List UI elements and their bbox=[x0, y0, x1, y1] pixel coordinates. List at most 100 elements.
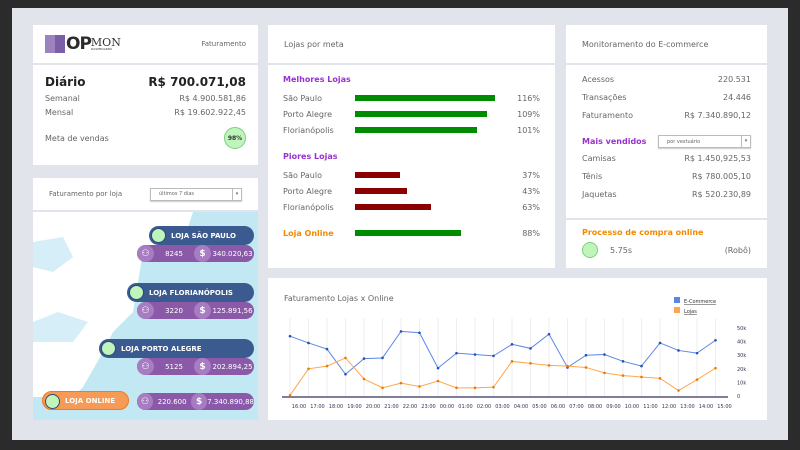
data-point bbox=[566, 364, 569, 368]
faturamento-por-loja-panel: Faturamento por loja últimos 7 dias ▾ LOJ… bbox=[33, 178, 258, 420]
mensal-value: R$ 19.602.922,45 bbox=[174, 108, 246, 117]
faturamento-panel: OP MON DASHBOARDS Faturamento Diário R$ 70… bbox=[33, 25, 258, 165]
store-marker[interactable]: LOJA FLORIANÓPOLIS ⚇ 3220 $125.891,56 bbox=[33, 283, 254, 319]
legend-label[interactable]: Lojas bbox=[684, 309, 697, 315]
dollar-icon: $ bbox=[194, 302, 211, 319]
panel-title: Faturamento por loja bbox=[49, 190, 123, 198]
data-point bbox=[584, 366, 588, 369]
goal-bar bbox=[355, 95, 495, 101]
status-dot bbox=[129, 285, 144, 300]
status-dot bbox=[101, 341, 116, 356]
x-tick-label: 19:00 bbox=[347, 404, 361, 410]
legend-swatch[interactable] bbox=[674, 297, 680, 303]
data-point bbox=[640, 364, 643, 368]
data-point bbox=[436, 366, 440, 370]
data-point bbox=[658, 377, 662, 380]
store-stats: ⚇ 3220 $125.891,56 bbox=[137, 302, 254, 319]
x-tick-label: 13:00 bbox=[680, 404, 694, 410]
x-tick-label: 05:00 bbox=[532, 404, 546, 410]
category-select[interactable]: por vestuário ▾ bbox=[658, 135, 751, 148]
data-point bbox=[436, 379, 440, 383]
status-indicator bbox=[582, 242, 598, 258]
x-tick-label: 07:00 bbox=[569, 404, 583, 410]
store-marker[interactable]: LOJA ONLINE ⚇ 220.600 $7.340.890,88 bbox=[33, 390, 254, 420]
x-tick-label: 00:00 bbox=[440, 404, 454, 410]
chart-panel: Faturamento Lojas x Online 16:00 17:00 18:… bbox=[268, 278, 767, 420]
series-line bbox=[289, 330, 716, 375]
x-tick-label: 02:00 bbox=[477, 404, 491, 410]
data-point bbox=[362, 357, 366, 360]
data-point bbox=[455, 386, 458, 390]
x-tick-label: 23:00 bbox=[421, 404, 435, 410]
people-icon: ⚇ bbox=[137, 245, 154, 262]
diario-value: R$ 700.071,08 bbox=[148, 75, 246, 89]
panel-title: Faturamento bbox=[201, 40, 246, 48]
y-tick-label: 10k bbox=[737, 380, 746, 386]
x-tick-label: 11:00 bbox=[643, 404, 657, 410]
data-point bbox=[455, 351, 458, 355]
data-point bbox=[307, 367, 310, 371]
ecommerce-stat: Transações 24.446 bbox=[582, 93, 751, 102]
x-tick-label: 04:00 bbox=[514, 404, 528, 410]
x-tick-label: 14:00 bbox=[699, 404, 713, 410]
data-point bbox=[418, 331, 421, 335]
goal-bar bbox=[355, 188, 407, 194]
meta-label: Meta de vendas bbox=[45, 133, 109, 143]
data-point bbox=[714, 366, 717, 370]
goal-row: Florianópolis 63% bbox=[283, 202, 540, 212]
x-tick-label: 06:00 bbox=[551, 404, 565, 410]
x-tick-label: 18:00 bbox=[329, 404, 343, 410]
x-tick-label: 09:00 bbox=[606, 404, 620, 410]
goal-row: Porto Alegre 109% bbox=[283, 109, 540, 119]
x-tick-label: 16:00 bbox=[292, 404, 306, 410]
lojas-por-meta-panel: Lojas por meta Melhores Lojas São Paulo 1… bbox=[268, 25, 555, 268]
data-point bbox=[529, 347, 532, 350]
diario-label: Diário bbox=[45, 75, 86, 89]
data-point bbox=[658, 341, 662, 345]
best-title: Melhores Lojas bbox=[283, 75, 351, 84]
goal-row: Florianópolis 101% bbox=[283, 125, 540, 135]
data-point bbox=[399, 330, 403, 333]
ecommerce-stat: Faturamento R$ 7.340.890,12 bbox=[582, 111, 751, 120]
x-tick-label: 20:00 bbox=[366, 404, 380, 410]
goal-bar bbox=[355, 230, 462, 236]
period-select[interactable]: últimos 7 dias ▾ bbox=[150, 187, 242, 201]
dashboard: OP MON DASHBOARDS Faturamento Diário R$ 70… bbox=[12, 8, 788, 440]
data-point bbox=[473, 353, 477, 356]
data-point bbox=[547, 364, 551, 367]
worst-title: Piores Lojas bbox=[283, 152, 338, 161]
people-icon: ⚇ bbox=[137, 358, 154, 375]
data-point bbox=[288, 394, 292, 397]
data-point bbox=[381, 356, 384, 360]
store-name-pill: LOJA SÃO PAULO bbox=[149, 226, 254, 245]
y-tick-label: 40k bbox=[737, 340, 746, 346]
ecommerce-panel: Monitoramento do E-commerce Acessos 220.5… bbox=[566, 25, 767, 268]
store-marker[interactable]: LOJA SÃO PAULO ⚇ 8245 $340.020,63 bbox=[33, 226, 254, 262]
data-point bbox=[529, 362, 532, 365]
dollar-icon: $ bbox=[194, 245, 211, 262]
x-tick-label: 12:00 bbox=[662, 404, 676, 410]
product-row: Jaquetas R$ 520.230,89 bbox=[582, 190, 751, 199]
product-row: Tênis R$ 780.005,10 bbox=[582, 172, 751, 181]
goal-row: São Paulo 116% bbox=[283, 93, 540, 103]
semanal-label: Semanal bbox=[45, 94, 80, 103]
legend-swatch[interactable] bbox=[674, 307, 680, 313]
data-point bbox=[640, 375, 643, 379]
goal-bar bbox=[355, 111, 487, 117]
series-line bbox=[289, 357, 716, 396]
data-point bbox=[677, 389, 680, 392]
opmon-logo: OP MON DASHBOARDS bbox=[45, 34, 121, 54]
dollar-icon: $ bbox=[194, 358, 211, 375]
chevron-down-icon: ▾ bbox=[232, 188, 241, 200]
data-point bbox=[621, 374, 625, 377]
x-tick-label: 21:00 bbox=[384, 404, 398, 410]
data-point bbox=[473, 386, 477, 390]
mensal-label: Mensal bbox=[45, 108, 74, 117]
data-point bbox=[325, 364, 329, 368]
legend-label[interactable]: E-Commerce bbox=[684, 299, 716, 305]
online-goal-row: Loja Online 88% bbox=[283, 228, 540, 238]
x-tick-label: 08:00 bbox=[588, 404, 602, 410]
data-point bbox=[714, 338, 717, 342]
store-marker[interactable]: LOJA PORTO ALEGRE ⚇ 5125 $202.894,25 bbox=[33, 339, 254, 375]
processo-note: (Robô) bbox=[724, 245, 751, 255]
